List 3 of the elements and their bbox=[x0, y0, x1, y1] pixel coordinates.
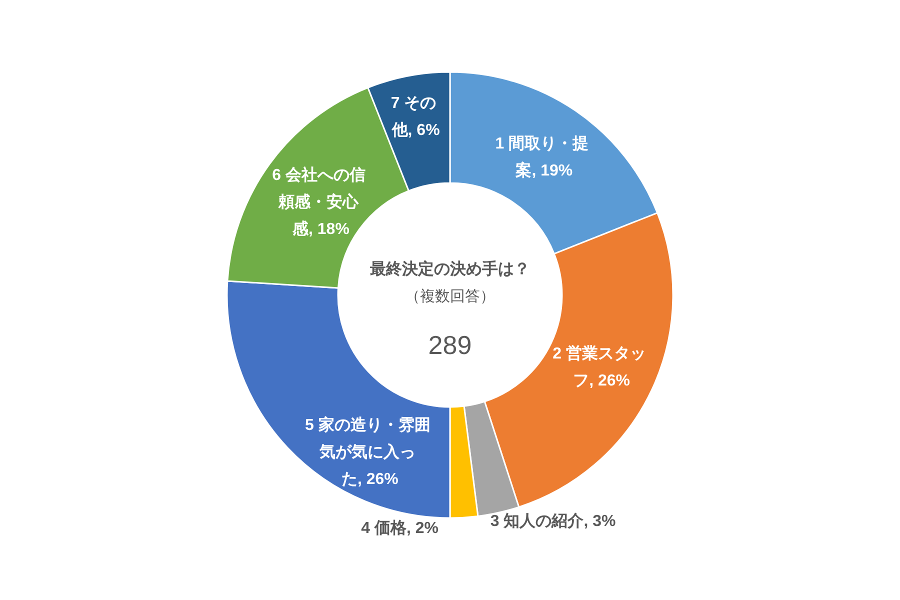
title: 最終決定の決め手は？ bbox=[370, 261, 530, 278]
annotation: 289 bbox=[428, 330, 472, 360]
subtitle: （複数回答） bbox=[405, 288, 495, 305]
